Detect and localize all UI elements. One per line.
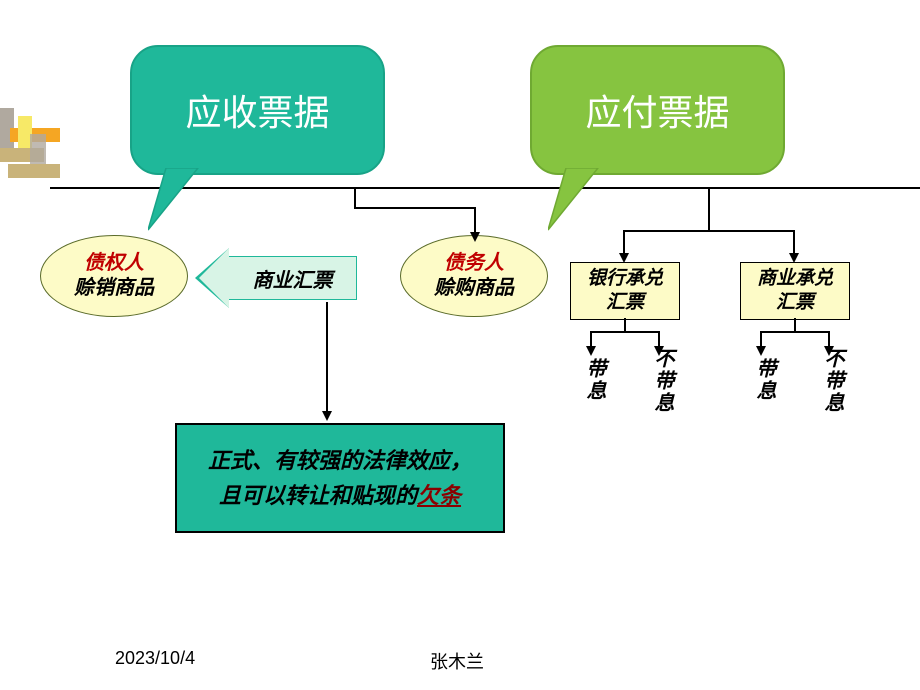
box-commercial-acceptance: 商业承兑 汇票 [740,262,850,320]
box-bank-line1: 银行承兑 [577,267,673,291]
leaf-biz-nointerest: 不带息 [818,348,847,414]
box-bank-line2: 汇票 [577,291,673,315]
leaf-bank-interest: 带息 [580,358,609,402]
box-biz-line1: 商业承兑 [747,267,843,291]
desc-line1: 正式、有较强的法律效应， [208,443,472,478]
arrow-label: 商业汇票 [253,264,333,293]
description-box: 正式、有较强的法律效应， 且可以转让和贴现的欠条 [175,423,505,533]
slide: 应收票据 应付票据 债权人 赊销商品 债务人 赊购商品 商业汇票 银行承兑 [0,0,920,690]
leaf-bank-nointerest: 不带息 [648,348,677,414]
creditor-label: 债权人 [84,251,144,276]
box-biz-line2: 汇票 [747,291,843,315]
footer-date: 2023/10/4 [115,648,195,669]
creditor-desc: 赊销商品 [74,276,154,301]
ellipse-creditor: 债权人 赊销商品 [40,235,188,317]
desc-line2-pre: 且可以转让和贴现的 [219,483,417,508]
bubble-receivable: 应收票据 [130,45,385,175]
desc-iou: 欠条 [417,483,461,508]
ellipse-debtor: 债务人 赊购商品 [400,235,548,317]
bubble-payable-text: 应付票据 [585,84,729,136]
leaf-biz-interest: 带息 [750,358,779,402]
bubble-right-tail [548,168,608,238]
bubble-left-tail [148,168,208,238]
debtor-desc: 赊购商品 [434,276,514,301]
footer-name: 张木兰 [430,648,484,674]
bubble-receivable-text: 应收票据 [185,84,329,136]
bubble-payable: 应付票据 [530,45,785,175]
debtor-label: 债务人 [444,251,504,276]
arrow-commercial-bill: 商业汇票 [195,248,357,308]
box-bank-acceptance: 银行承兑 汇票 [570,262,680,320]
